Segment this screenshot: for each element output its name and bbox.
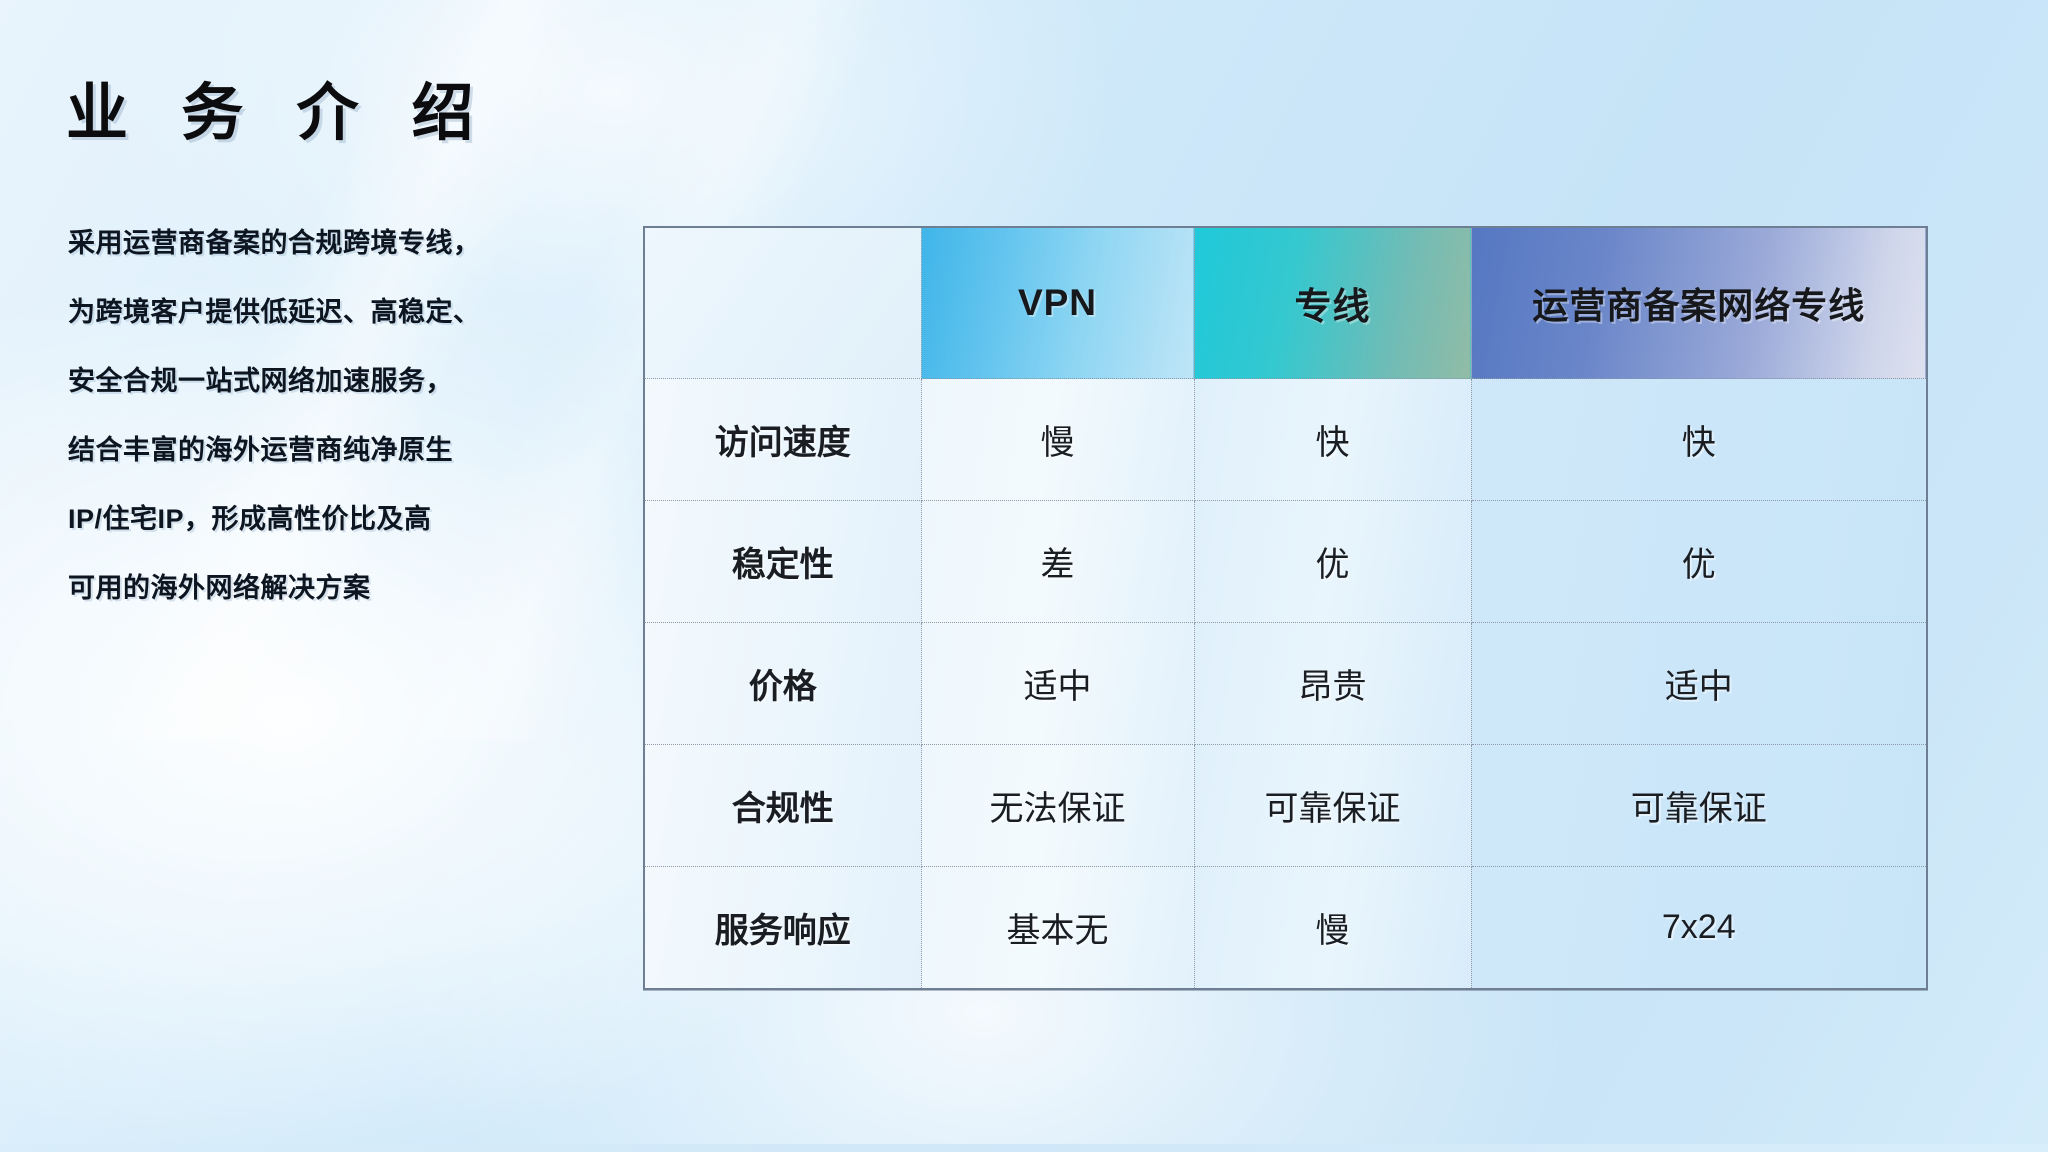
cell-vpn: 基本无 (920, 866, 1195, 989)
comparison-table: VPN 专线 运营商备案网络专线 访问速度 慢 快 快 稳定性 差 优 优 价格… (643, 226, 1928, 990)
intro-line: 结合丰富的海外运营商纯净原生 (68, 435, 453, 465)
row-label: 合规性 (643, 744, 922, 867)
intro-line: IP/住宅IP，形成高性价比及高 (68, 504, 432, 534)
cell-carrier: 优 (1470, 500, 1928, 623)
cell-line: 昂贵 (1193, 622, 1472, 745)
table-row: 价格 适中 昂贵 适中 (643, 622, 1928, 745)
cell-carrier: 可靠保证 (1470, 744, 1928, 867)
cell-line: 快 (1193, 378, 1472, 501)
cell-carrier: 适中 (1470, 622, 1928, 745)
table-header-vpn: VPN (920, 226, 1195, 379)
row-label: 价格 (643, 622, 922, 745)
cell-vpn: 无法保证 (920, 744, 1195, 867)
page-title: 业 务 介 绍 (66, 79, 492, 148)
table-row: 合规性 无法保证 可靠保证 可靠保证 (643, 744, 1928, 867)
table-header-blank (643, 226, 922, 379)
intro-line: 可用的海外网络解决方案 (68, 573, 371, 603)
cell-line: 优 (1193, 500, 1472, 623)
cell-vpn: 慢 (920, 378, 1195, 501)
row-label: 访问速度 (643, 378, 922, 501)
row-label: 稳定性 (643, 500, 922, 623)
table-row: 稳定性 差 优 优 (643, 500, 1928, 623)
cell-line: 慢 (1193, 866, 1472, 989)
table-header-carrier: 运营商备案网络专线 (1470, 226, 1928, 379)
table-row: 服务响应 基本无 慢 7x24 (643, 866, 1928, 989)
intro-line: 为跨境客户提供低延迟、高稳定、 (68, 297, 481, 327)
cell-vpn: 适中 (920, 622, 1195, 745)
table-header-row: VPN 专线 运营商备案网络专线 (643, 226, 1928, 379)
intro-line: 安全合规一站式网络加速服务， (68, 366, 453, 396)
cell-line: 可靠保证 (1193, 744, 1472, 867)
row-label: 服务响应 (643, 866, 922, 989)
intro-line: 采用运营商备案的合规跨境专线， (68, 228, 481, 258)
cell-vpn: 差 (920, 500, 1195, 623)
cell-carrier: 7x24 (1470, 866, 1928, 989)
intro-paragraph: 采用运营商备案的合规跨境专线， 为跨境客户提供低延迟、高稳定、 安全合规一站式网… (68, 230, 608, 602)
table-row: 访问速度 慢 快 快 (643, 378, 1928, 501)
table-header-line: 专线 (1193, 226, 1472, 379)
cell-carrier: 快 (1470, 378, 1928, 501)
